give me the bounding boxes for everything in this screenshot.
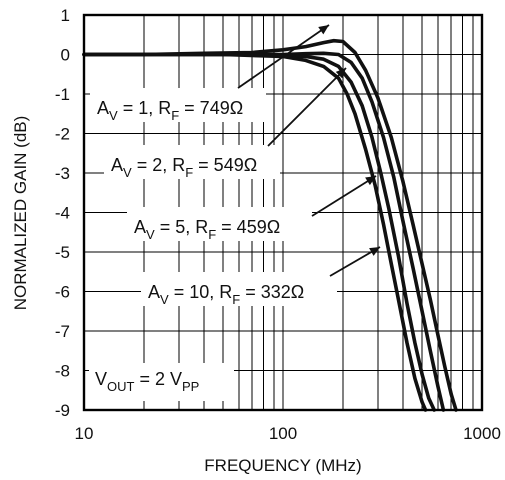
annotation-arrow-line-1 [267, 67, 347, 147]
series-line-av-5 [82, 52, 436, 412]
annotation-label-av-1: AV = 1, RF = 749Ω [97, 98, 243, 123]
y-tick-label-6: -5 [55, 243, 70, 262]
y-tick-label-10: -9 [55, 401, 70, 420]
annotation-bg-1 [104, 145, 280, 179]
series-layer [82, 38, 458, 412]
y-tick-label-7: -6 [55, 283, 70, 302]
annotation-label-av-10: AV = 10, RF = 332Ω [148, 282, 304, 307]
condition-label: VOUT = 2 VPP [95, 369, 199, 394]
y-tick-label-8: -7 [55, 322, 70, 341]
annotation-arrowhead-3 [369, 247, 380, 256]
condition-bg [89, 363, 234, 401]
annotation-arrowhead-0 [318, 25, 329, 35]
plot-frame [82, 13, 484, 412]
y-tick-label-4: -3 [55, 164, 70, 183]
y-axis-title: NORMALIZED GAIN (dB) [11, 116, 30, 311]
annotation-arrow-line-2 [311, 175, 377, 217]
series-line-av-10 [82, 52, 428, 412]
annotation-label-av-2: AV = 2, RF = 549Ω [111, 155, 257, 180]
annotation-arrowhead-1 [335, 68, 346, 79]
x-axis-title: FREQUENCY (MHz) [204, 456, 361, 475]
annotation-layer: AV = 1, RF = 749Ω AV = 2, RF = 549Ω AV = 5… [89, 24, 381, 401]
annotation-bg-3 [141, 272, 337, 306]
y-tick-label-5: -4 [55, 204, 70, 223]
annotation-bg-2 [127, 207, 312, 241]
annotation-arrow-line-0 [237, 24, 330, 89]
annotation-bg-0 [90, 88, 266, 122]
x-tick-label-2: 1000 [463, 424, 501, 443]
series-line-av-1 [82, 38, 458, 412]
y-tick-label-9: -8 [55, 362, 70, 381]
y-tick-label-2: -1 [55, 85, 70, 104]
series-line-av-2 [82, 51, 446, 412]
y-tick-label-0: 1 [61, 6, 70, 25]
annotation-arrowhead-2 [365, 176, 376, 186]
y-tick-label-1: 0 [61, 46, 70, 65]
x-tick-label-1: 100 [269, 424, 297, 443]
y-tick-label-3: -2 [55, 125, 70, 144]
x-tick-label-0: 10 [75, 424, 94, 443]
annotation-label-av-5: AV = 5, RF = 459Ω [134, 217, 280, 242]
